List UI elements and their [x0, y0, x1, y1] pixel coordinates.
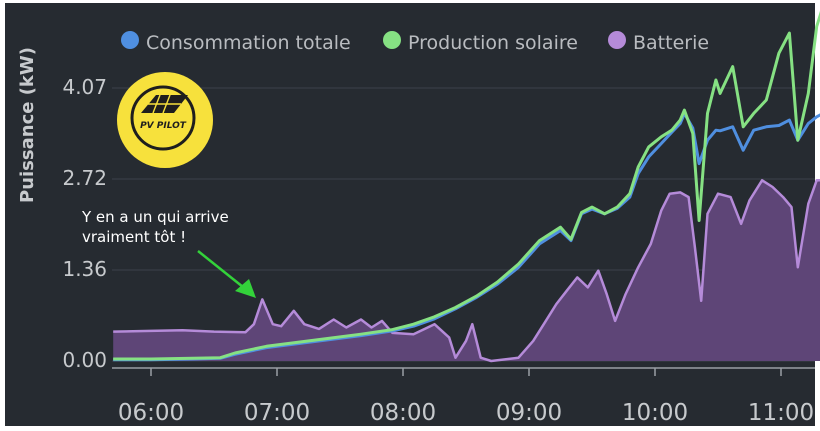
series-layer [113, 10, 820, 363]
x-tick-label-4: 10:00 [622, 400, 688, 426]
x-tick-label-2: 08:00 [370, 400, 436, 426]
y-axis-label: Puissance (kW) [17, 47, 38, 203]
legend-label-production[interactable]: Production solaire [408, 32, 578, 54]
x-tick-label-3: 09:00 [496, 400, 562, 426]
y-tick-label-1: 1.36 [62, 257, 107, 281]
series-line-production [113, 10, 820, 361]
x-tick-label-5: 11:00 [748, 400, 814, 426]
logo-text: PV PILOT [140, 121, 187, 131]
annotation-line-1: Y en a un qui arrive [81, 208, 229, 226]
legend-label-batterie[interactable]: Batterie [633, 32, 709, 54]
series-line-batterie [113, 179, 820, 363]
annotation-line-2: vraiment tôt ! [82, 228, 186, 246]
logo-ring [130, 85, 196, 151]
legend-label-consommation[interactable]: Consommation totale [146, 32, 351, 54]
y-tick-label-2: 2.72 [62, 166, 107, 190]
legend-marker-batterie [608, 31, 626, 49]
annotation-arrow-shaft [197, 250, 249, 292]
solar-panel-grid [148, 94, 181, 114]
pv-pilot-logo: PV PILOT [117, 72, 213, 168]
y-tick-label-3: 4.07 [62, 75, 107, 99]
legend-marker-production [383, 31, 401, 49]
x-tick-label-0: 06:00 [118, 400, 184, 426]
legend-marker-consommation [121, 31, 139, 49]
legend: Consommation totale Production solaire B… [121, 31, 709, 54]
x-axis-ticks: 06:00 07:00 08:00 09:00 10:00 11:00 [118, 368, 814, 426]
x-tick-label-1: 07:00 [244, 400, 310, 426]
y-tick-label-0: 0.00 [62, 348, 107, 372]
annotation: Y en a un qui arrive vraiment tôt ! [81, 208, 256, 298]
annotation-arrow-head [235, 279, 256, 298]
